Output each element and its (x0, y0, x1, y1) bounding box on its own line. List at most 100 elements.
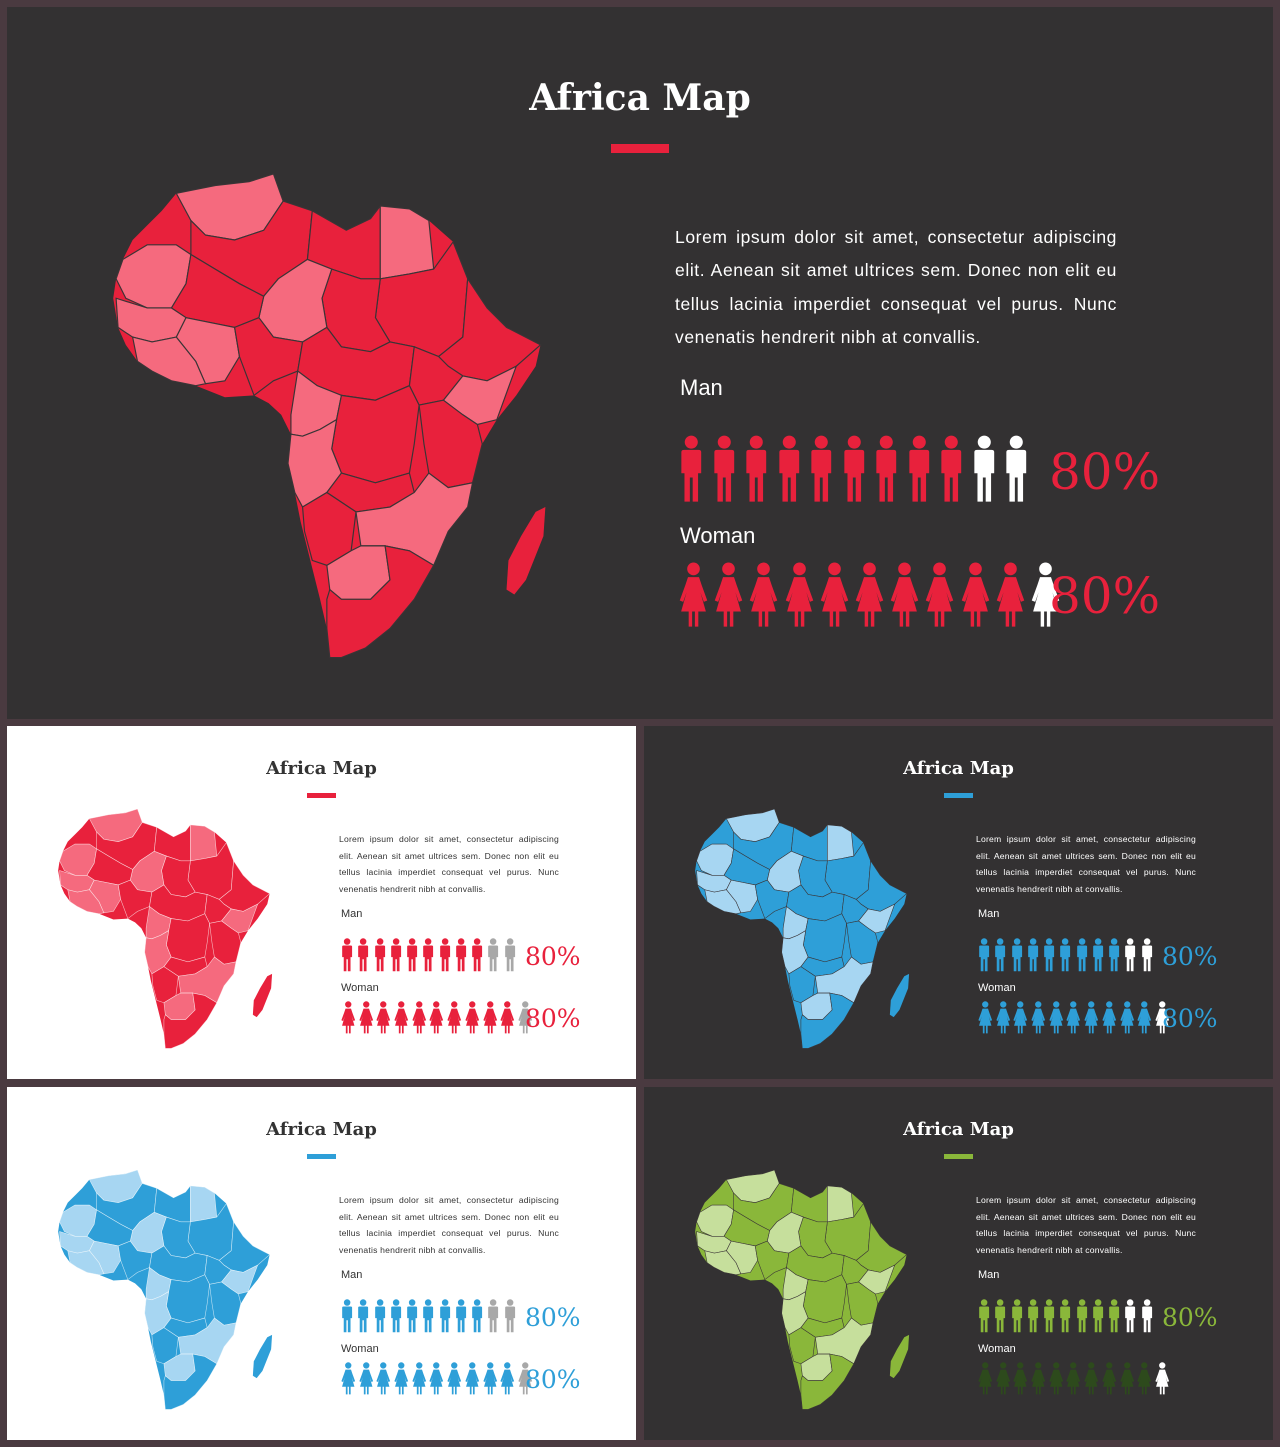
woman-person-icon (996, 1362, 1010, 1395)
woman-person-icon (926, 562, 954, 627)
man-label: Man (978, 908, 1000, 920)
man-person-icon (472, 938, 483, 972)
woman-person-icon (447, 1362, 462, 1395)
map-region (190, 1185, 218, 1223)
man-person-icon (342, 1299, 353, 1333)
woman-person-icon (1031, 562, 1060, 627)
slide-title: Africa Map (529, 77, 751, 119)
woman-person-icon (1066, 1001, 1081, 1034)
man-person-icon (488, 938, 499, 972)
map-region (803, 913, 847, 963)
madagascar-region (889, 1334, 910, 1379)
light-red-slide: Africa Map Lorem ipsum dolor sit amet, c… (7, 726, 636, 1079)
man-person-icon (909, 435, 930, 502)
woman-percent: 80% (525, 1004, 581, 1033)
woman-person-icon (359, 1362, 373, 1395)
man-person-icon (1011, 1299, 1022, 1333)
man-person-icon (407, 938, 418, 972)
man-person-icon (488, 1299, 499, 1333)
woman-person-icon (785, 562, 813, 627)
slide-title: Africa Map (903, 1119, 1014, 1140)
man-person-icon (876, 435, 897, 502)
map-region (190, 824, 218, 862)
man-person-icon (439, 1299, 450, 1333)
map-region (827, 824, 855, 862)
woman-percent: 80% (525, 1365, 581, 1394)
title-underline (944, 1154, 973, 1159)
title-underline (307, 793, 336, 798)
woman-person-icon (482, 1362, 497, 1395)
man-label: Man (680, 375, 723, 400)
woman-person-icon (750, 562, 778, 627)
woman-label: Woman (341, 982, 379, 994)
woman-person-icon (978, 1001, 993, 1034)
woman-icons (977, 1362, 1170, 1395)
woman-person-icon (465, 1362, 479, 1395)
man-person-icon (979, 938, 990, 972)
slide-title: Africa Map (266, 758, 377, 779)
man-percent: 80% (525, 1303, 581, 1332)
man-person-icon (1027, 1299, 1038, 1333)
man-person-icon (423, 1299, 434, 1333)
woman-person-icon (820, 562, 848, 627)
man-percent: 80% (1162, 1303, 1218, 1332)
man-percent: 80% (1162, 942, 1218, 971)
man-person-icon (358, 1299, 369, 1333)
woman-label: Woman (341, 1343, 379, 1355)
man-person-icon (504, 1299, 515, 1333)
woman-person-icon (1031, 1362, 1046, 1395)
map-region (803, 1274, 847, 1324)
man-icons (977, 1299, 1154, 1333)
woman-person-icon (412, 1001, 426, 1034)
man-person-icon (974, 435, 995, 502)
woman-person-icon (518, 1362, 532, 1395)
body-text: Lorem ipsum dolor sit amet, consectetur … (976, 1195, 1196, 1255)
man-person-icon (456, 1299, 466, 1333)
body-text: Lorem ipsum dolor sit amet, consectetur … (976, 834, 1196, 894)
woman-person-icon (714, 562, 743, 627)
man-person-icon (456, 938, 466, 972)
map-region (326, 545, 435, 659)
man-person-icon (423, 938, 434, 972)
woman-label: Woman (978, 1343, 1016, 1355)
dark-blue-slide: Africa Map Lorem ipsum dolor sit amet, c… (644, 726, 1273, 1079)
man-person-icon (1093, 938, 1103, 972)
dark-green-slide: Africa Map Lorem ipsum dolor sit amet, c… (644, 1087, 1273, 1440)
man-person-icon (342, 938, 353, 972)
africa-map (695, 1169, 910, 1410)
man-person-icon (472, 1299, 483, 1333)
man-person-icon (1076, 1299, 1087, 1333)
woman-label: Woman (680, 523, 756, 548)
man-person-icon (1125, 938, 1136, 972)
man-person-icon (1060, 1299, 1071, 1333)
woman-icons (340, 1001, 533, 1034)
body-text: Lorem ipsum dolor sit amet, consectetur … (339, 834, 559, 894)
woman-person-icon (429, 1362, 444, 1395)
madagascar-region (252, 1334, 273, 1379)
woman-person-icon (1137, 1362, 1152, 1395)
woman-icons (977, 1001, 1170, 1034)
man-percent: 80% (525, 942, 581, 971)
woman-person-icon (890, 562, 919, 627)
title-underline (944, 793, 973, 798)
map-region (704, 1250, 742, 1276)
woman-person-icon (376, 1001, 391, 1034)
map-region (379, 205, 435, 280)
woman-person-icon (359, 1001, 373, 1034)
man-icons (340, 938, 517, 972)
main-slide: Africa Map Lorem ipsum dolor sit amet, c… (7, 7, 1273, 719)
man-percent: 80% (1049, 443, 1161, 501)
man-person-icon (1027, 938, 1038, 972)
woman-person-icon (341, 1362, 356, 1395)
man-person-icon (374, 938, 385, 972)
man-person-icon (844, 435, 864, 502)
woman-person-icon (1013, 1362, 1028, 1395)
man-person-icon (390, 938, 401, 972)
man-person-icon (1006, 435, 1027, 502)
man-icons (977, 938, 1154, 972)
man-label: Man (978, 1269, 1000, 1281)
woman-person-icon (1066, 1362, 1081, 1395)
man-person-icon (811, 435, 832, 502)
woman-person-icon (482, 1001, 497, 1034)
africa-map (113, 173, 546, 659)
